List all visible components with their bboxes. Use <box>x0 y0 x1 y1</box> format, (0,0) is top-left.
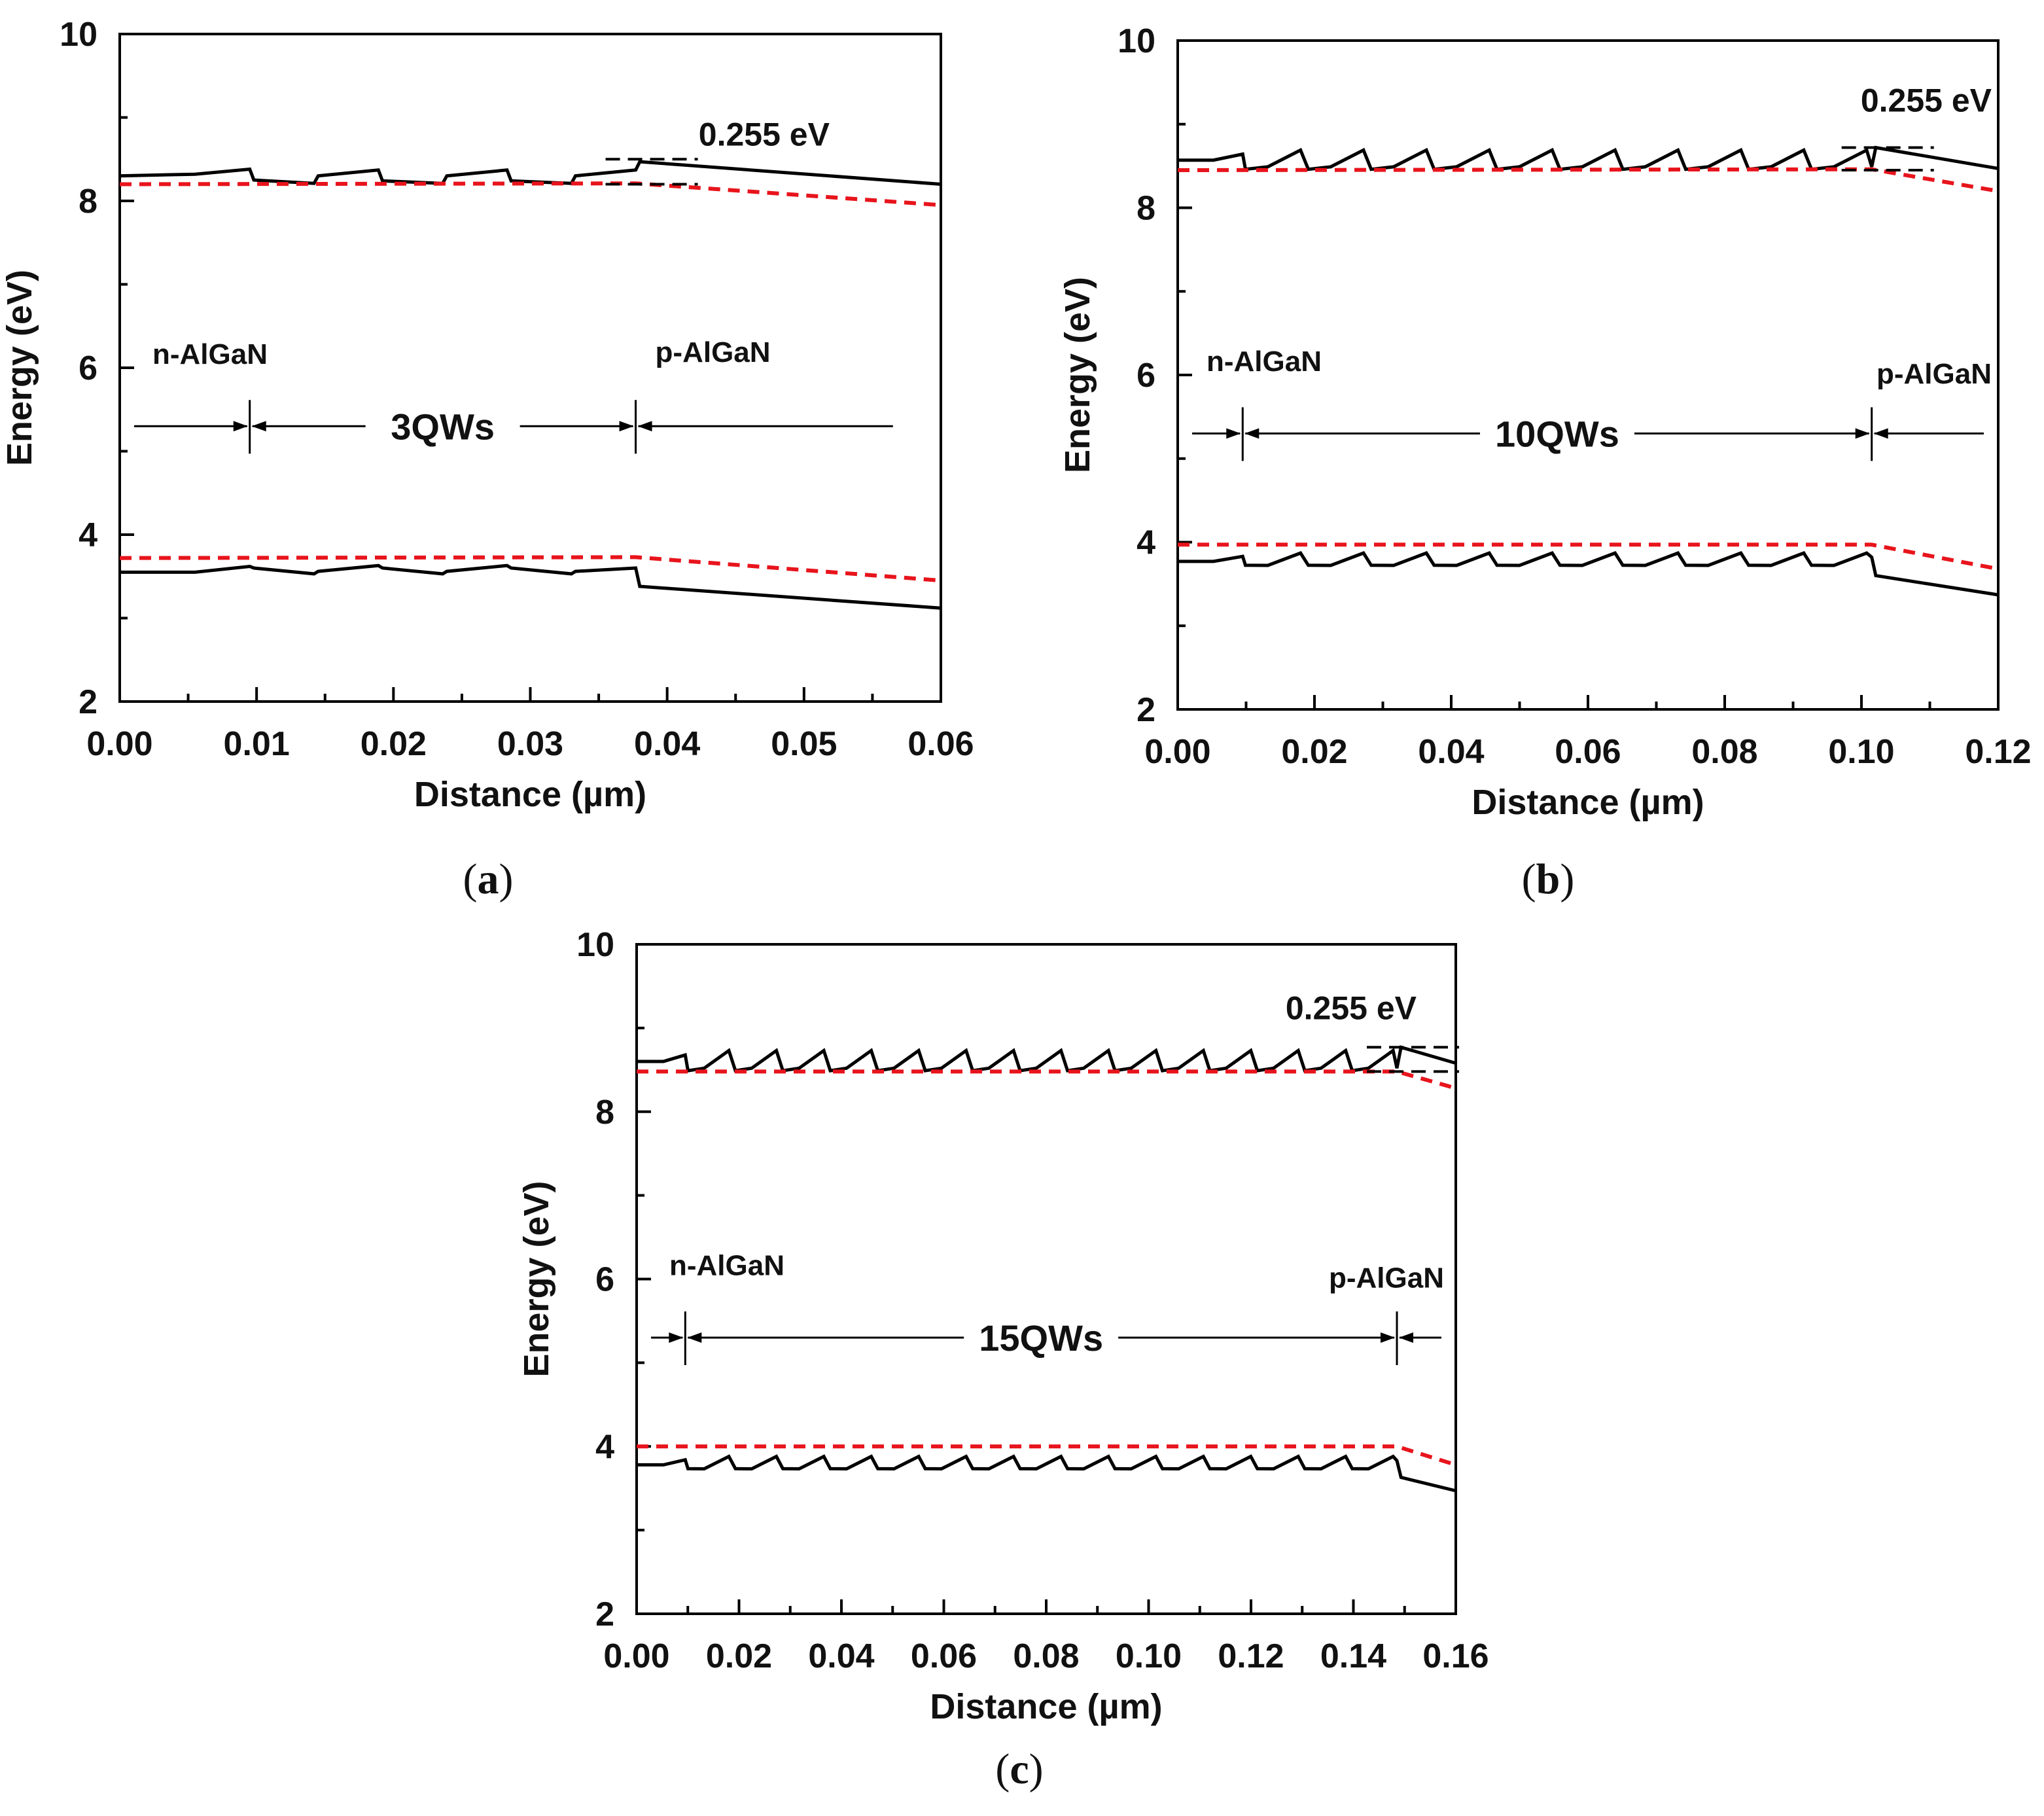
panel-b: 0.00 0.02 0.04 0.06 0.08 0.10 0.12 2 4 6 8 10 Distan… <box>1058 22 2032 903</box>
n-algan-label: n-AlGaN <box>669 1250 784 1282</box>
x-tick-label: 0.06 <box>907 725 974 763</box>
p-algan-label: p-AlGaN <box>1329 1262 1444 1294</box>
n-region-arrowhead <box>233 421 248 432</box>
y-tick-label: 2 <box>595 1595 614 1633</box>
y-tick-label: 4 <box>1137 524 1155 562</box>
y-tick-label: 6 <box>595 1261 614 1299</box>
x-tick-label: 0.12 <box>1218 1637 1284 1675</box>
dashed-valence-band-line <box>119 555 942 583</box>
x-tick-label: 0.08 <box>1691 733 1757 771</box>
p-region-arrowhead <box>1399 1332 1414 1344</box>
x-tick-label: 0.12 <box>1965 733 2031 771</box>
y-tick-label: 2 <box>79 683 97 721</box>
caption-letter: a <box>478 855 499 903</box>
n-region-arrowhead <box>669 1332 684 1344</box>
p-algan-label: p-AlGaN <box>656 336 771 368</box>
x-tick-label: 0.01 <box>224 725 290 763</box>
x-axis-title: Distance (µm) <box>1471 783 1704 822</box>
x-tick-label: 0.06 <box>911 1637 977 1675</box>
qw-left-arrowhead <box>687 1332 702 1344</box>
panel-caption: (b) <box>1522 855 1575 903</box>
y-tick-label: 4 <box>595 1428 614 1466</box>
solid-conduction-band-line <box>119 160 942 186</box>
y-tick-label: 8 <box>1137 190 1155 228</box>
y-tick-label: 4 <box>79 516 97 554</box>
n-algan-label: n-AlGaN <box>1207 346 1322 378</box>
x-tick-label: 0.00 <box>86 725 152 763</box>
offset-value-label: 0.255 eV <box>1286 990 1417 1027</box>
caption-close-paren: ) <box>1029 1745 1044 1793</box>
x-tick-label: 0.03 <box>497 725 563 763</box>
y-tick-label: 10 <box>60 16 97 54</box>
qw-left-arrowhead <box>251 421 266 432</box>
qw-count-label: 10QWs <box>1495 413 1619 454</box>
qw-count-label: 3QWs <box>391 406 495 447</box>
qw-right-arrowhead <box>619 421 634 432</box>
y-axis-title: Energy (eV) <box>517 1181 556 1377</box>
qw-right-arrowhead <box>1381 1332 1396 1344</box>
x-tick-label: 0.04 <box>634 725 700 763</box>
y-tick-label: 6 <box>1137 357 1155 395</box>
solid-valence-band-line <box>120 563 942 610</box>
y-tick-label: 8 <box>79 183 97 221</box>
x-tick-label: 0.02 <box>706 1637 772 1675</box>
dashed-conduction-band-line <box>119 181 942 207</box>
x-tick-label: 0.10 <box>1116 1637 1182 1675</box>
solid-conduction-band-line <box>1178 145 1999 171</box>
offset-value-label: 0.255 eV <box>1861 82 1992 119</box>
x-tick-label: 0.10 <box>1828 733 1894 771</box>
y-axis-title: Energy (eV) <box>0 270 39 466</box>
y-tick-label: 10 <box>1118 22 1155 60</box>
x-tick-label: 0.02 <box>361 725 427 763</box>
x-tick-label: 0.04 <box>1418 733 1484 771</box>
solid-valence-band-line <box>637 1454 1456 1493</box>
x-tick-label: 0.00 <box>1144 733 1210 771</box>
caption-open-paren: ( <box>1522 855 1536 903</box>
y-axis-title: Energy (eV) <box>1058 277 1097 473</box>
p-region-arrowhead <box>1873 428 1888 439</box>
x-tick-label: 0.16 <box>1422 1637 1489 1675</box>
panel-caption: (c) <box>995 1745 1043 1793</box>
solid-conduction-band-line <box>637 1045 1456 1073</box>
x-tick-label: 0.05 <box>771 725 837 763</box>
caption-close-paren: ) <box>1560 855 1574 903</box>
n-algan-label: n-AlGaN <box>152 338 268 370</box>
caption-open-paren: ( <box>995 1745 1010 1793</box>
p-region-arrowhead <box>637 421 652 432</box>
solid-valence-band-line <box>1178 551 1999 597</box>
x-tick-label: 0.02 <box>1281 733 1347 771</box>
caption-open-paren: ( <box>463 855 478 903</box>
x-tick-label: 0.00 <box>603 1637 669 1675</box>
x-axis-title: Distance (µm) <box>930 1687 1162 1726</box>
dashed-conduction-band-line <box>1177 167 1999 193</box>
panel-a: 0.00 0.01 0.02 0.03 0.04 0.05 0.06 2 4 6 8 10 Distan… <box>0 16 974 903</box>
y-tick-label: 6 <box>79 349 97 387</box>
caption-letter: b <box>1536 855 1560 903</box>
caption-close-paren: ) <box>499 855 514 903</box>
x-tick-label: 0.08 <box>1013 1637 1079 1675</box>
x-tick-label: 0.14 <box>1320 1637 1386 1675</box>
y-tick-label: 8 <box>595 1094 614 1131</box>
qw-right-arrowhead <box>1855 428 1870 439</box>
offset-value-label: 0.255 eV <box>699 116 830 153</box>
n-region-arrowhead <box>1226 428 1241 439</box>
panel-c: 0.00 0.02 0.04 0.06 0.08 0.10 0.12 0.14 0.16 2 4 6 8… <box>517 926 1489 1793</box>
x-tick-label: 0.04 <box>808 1637 874 1675</box>
dashed-valence-band-line <box>1178 543 1999 571</box>
x-tick-label: 0.06 <box>1555 733 1621 771</box>
dashed-conduction-band-line <box>637 1069 1456 1090</box>
panel-caption: (a) <box>463 855 514 903</box>
p-algan-label: p-AlGaN <box>1877 358 1992 390</box>
y-tick-label: 10 <box>576 926 614 964</box>
qw-count-label: 15QWs <box>979 1317 1103 1359</box>
qw-left-arrowhead <box>1244 428 1260 439</box>
x-axis-title: Distance (µm) <box>414 775 646 814</box>
caption-letter: c <box>1010 1745 1029 1793</box>
y-tick-label: 2 <box>1137 691 1155 729</box>
